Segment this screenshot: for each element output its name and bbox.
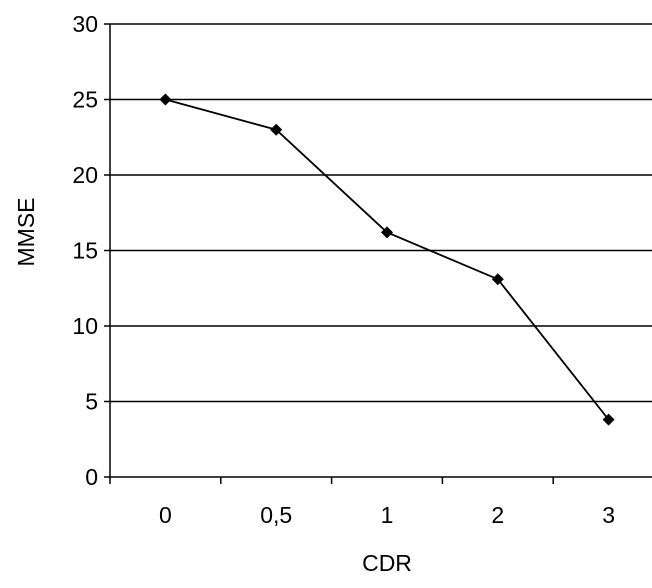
data-point-0-4 xyxy=(602,413,615,426)
data-point-0-2 xyxy=(381,226,393,239)
y-tick-label-15: 15 xyxy=(72,238,98,264)
y-tick-label-10: 10 xyxy=(72,313,98,339)
x-tick-label-0: 0 xyxy=(159,502,172,528)
data-point-0-3 xyxy=(491,273,504,286)
data-point-0-0 xyxy=(159,93,172,106)
x-axis-title: CDR xyxy=(362,550,412,576)
series xyxy=(159,93,615,426)
gridlines xyxy=(110,23,652,403)
y-axis-title: MMSE xyxy=(13,198,39,267)
x-tick-labels: 0 0,5 1 2 3 xyxy=(159,502,615,528)
y-tick-label-0: 0 xyxy=(85,464,98,490)
y-tick-label-30: 30 xyxy=(72,11,98,37)
x-tick-label-2: 1 xyxy=(381,502,394,528)
data-point-0-1 xyxy=(270,123,283,136)
y-tick-label-20: 20 xyxy=(72,162,98,188)
x-tick-label-4: 3 xyxy=(602,502,615,528)
x-tick-label-1: 0,5 xyxy=(260,502,292,528)
y-tick-labels: 0 5 10 15 20 25 30 xyxy=(72,11,98,490)
y-tick-label-25: 25 xyxy=(72,87,98,113)
x-tick-label-3: 2 xyxy=(491,502,504,528)
series-line-0 xyxy=(165,98,610,421)
y-tick-label-5: 5 xyxy=(85,389,98,415)
axes xyxy=(104,23,652,484)
